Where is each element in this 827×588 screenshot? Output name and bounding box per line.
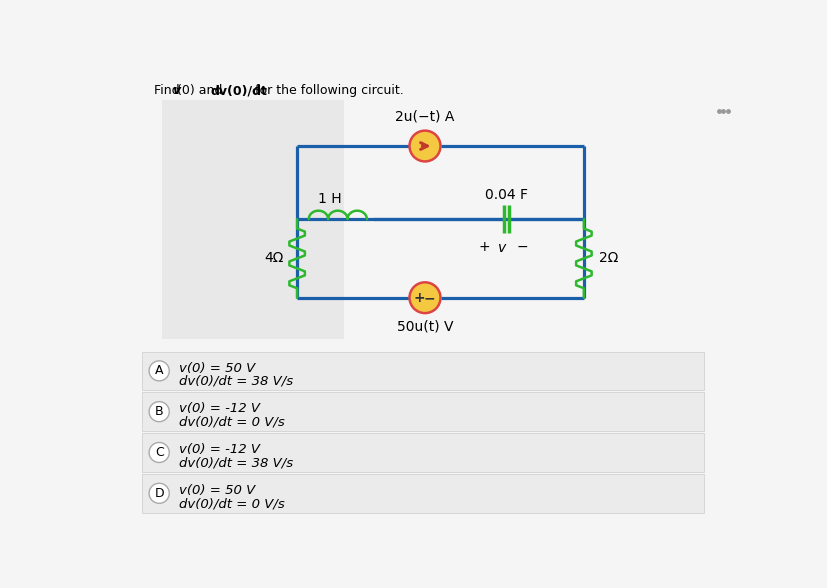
FancyBboxPatch shape [142,352,704,390]
Circle shape [149,442,170,463]
Text: B: B [155,405,164,418]
Text: +: + [479,240,490,254]
Text: dv(0)/dt = 38 V/s: dv(0)/dt = 38 V/s [179,456,294,469]
FancyBboxPatch shape [142,433,704,472]
Text: A: A [155,365,164,377]
Text: −: − [424,292,436,306]
Text: 0.04 F: 0.04 F [485,188,528,202]
Text: v(0) = 50 V: v(0) = 50 V [179,362,256,375]
Text: 2Ω: 2Ω [599,252,619,265]
Text: −: − [516,240,528,254]
Circle shape [149,361,170,381]
Text: v(0) = -12 V: v(0) = -12 V [179,402,261,416]
FancyBboxPatch shape [142,392,704,431]
Circle shape [149,402,170,422]
Text: D: D [155,487,164,500]
Text: (0) and: (0) and [177,85,227,98]
Text: Find: Find [154,85,184,98]
Circle shape [149,483,170,503]
Text: v(0) = 50 V: v(0) = 50 V [179,484,256,497]
Text: 4Ω: 4Ω [264,252,284,265]
Text: 2u(−t) A: 2u(−t) A [395,110,455,123]
Text: dv(0)/dt = 0 V/s: dv(0)/dt = 0 V/s [179,416,285,429]
Text: v(0) = -12 V: v(0) = -12 V [179,443,261,456]
Circle shape [409,282,441,313]
FancyBboxPatch shape [142,474,704,513]
Text: 50u(t) V: 50u(t) V [397,320,453,334]
Text: dv(0)/dt = 0 V/s: dv(0)/dt = 0 V/s [179,497,285,510]
Text: v: v [499,242,507,255]
Text: for the following circuit.: for the following circuit. [251,85,404,98]
Text: dv(0)/dt: dv(0)/dt [210,85,267,98]
Text: C: C [155,446,164,459]
Text: dv(0)/dt = 38 V/s: dv(0)/dt = 38 V/s [179,375,294,387]
Circle shape [409,131,441,162]
FancyBboxPatch shape [161,100,344,339]
Text: +: + [414,292,425,306]
Text: 1 H: 1 H [318,192,342,206]
Text: v: v [172,85,180,98]
